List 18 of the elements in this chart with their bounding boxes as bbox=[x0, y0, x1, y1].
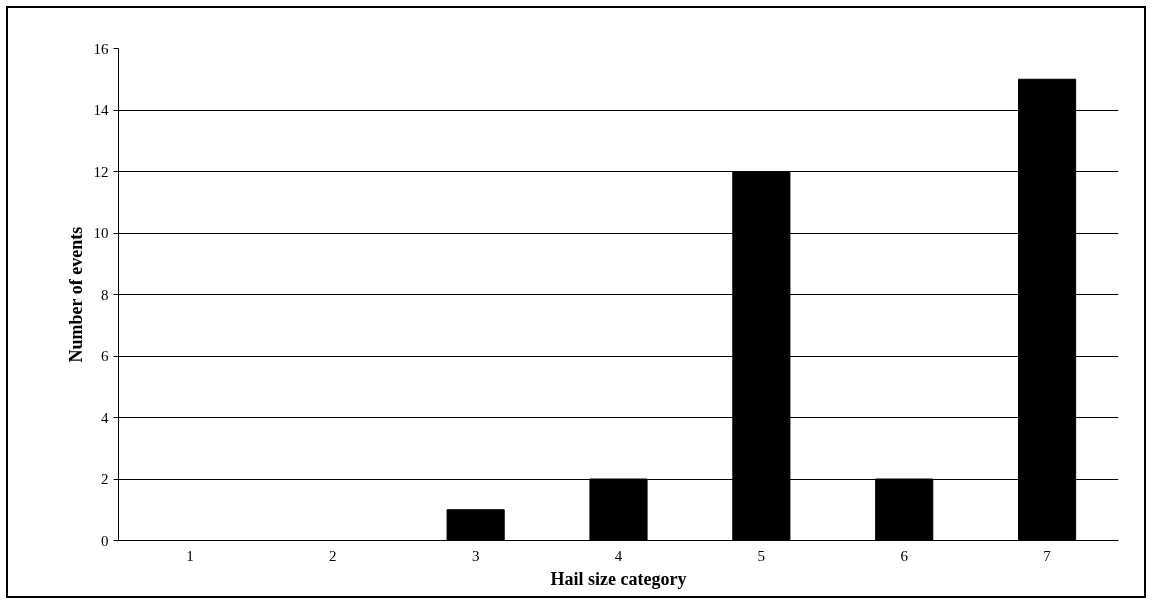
y-tick-label: 2 bbox=[101, 471, 109, 487]
x-tick-label: 7 bbox=[1043, 547, 1052, 564]
x-tick-label: 5 bbox=[757, 547, 766, 564]
x-tick-label: 1 bbox=[186, 547, 194, 564]
y-tick-label: 14 bbox=[93, 102, 109, 118]
y-tick-label: 6 bbox=[101, 348, 109, 364]
x-tick-label: 6 bbox=[900, 547, 909, 564]
y-tick-label: 0 bbox=[101, 532, 109, 549]
y-tick-label: 16 bbox=[93, 40, 109, 57]
x-tick-label: 4 bbox=[614, 547, 623, 564]
x-tick-label: 3 bbox=[471, 547, 480, 564]
x-tick-label: 2 bbox=[329, 547, 337, 564]
y-tick-label: 4 bbox=[101, 409, 109, 426]
y-tick-label: 8 bbox=[101, 286, 109, 303]
y-tick-label: 12 bbox=[93, 163, 109, 180]
x-axis-title: Hail size category bbox=[550, 568, 687, 589]
y-tick-label: 10 bbox=[93, 225, 109, 241]
y-axis-title: Number of events bbox=[65, 226, 86, 363]
